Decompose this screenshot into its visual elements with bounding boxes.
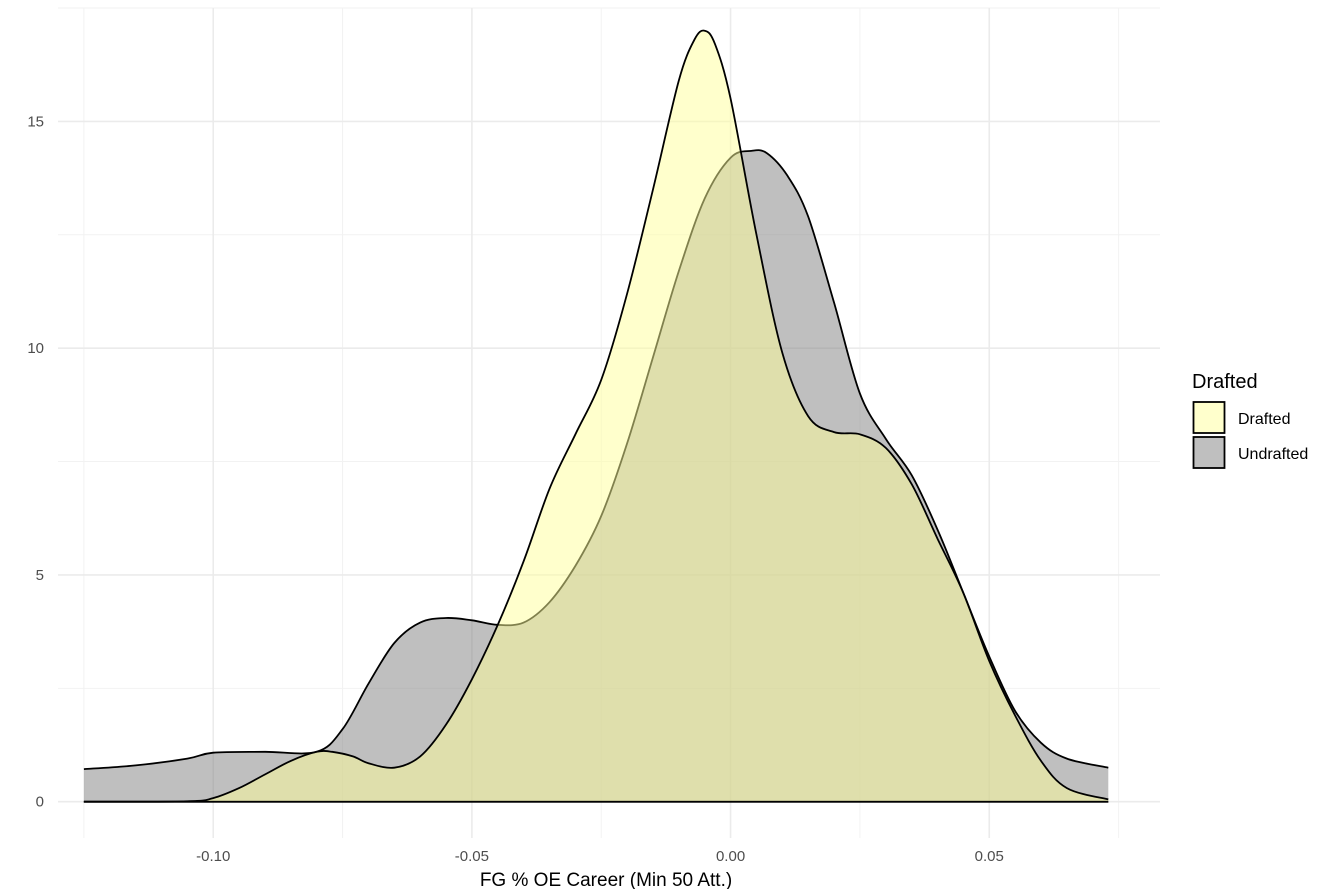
x-tick-label-1: -0.05 bbox=[455, 848, 489, 865]
legend: Drafted Drafted Undrafted bbox=[1192, 371, 1308, 469]
legend-item-drafted: Drafted bbox=[1192, 401, 1290, 434]
legend-key-drafted bbox=[1192, 401, 1226, 434]
y-tick-label-2: 10 bbox=[27, 340, 44, 357]
density-area-drafted bbox=[83, 30, 1109, 802]
legend-item-undrafted: Undrafted bbox=[1192, 436, 1308, 469]
grid-minor bbox=[58, 7, 1160, 838]
legend-key-undrafted bbox=[1192, 436, 1226, 469]
density-line-drafted bbox=[83, 29, 1109, 803]
density-areas bbox=[83, 29, 1109, 803]
x-tick-label-0: -0.10 bbox=[196, 848, 230, 865]
legend-label-drafted: Drafted bbox=[1238, 411, 1290, 428]
x-axis-title: FG % OE Career (Min 50 Att.) bbox=[480, 870, 732, 889]
x-axis-ticks: -0.10 -0.05 0.00 0.05 bbox=[196, 848, 1004, 865]
y-axis-ticks: 0 5 10 15 bbox=[27, 113, 44, 810]
x-tick-label-3: 0.05 bbox=[975, 848, 1004, 865]
legend-title: Drafted bbox=[1192, 371, 1258, 393]
x-tick-label-2: 0.00 bbox=[716, 848, 745, 865]
y-tick-label-0: 0 bbox=[36, 794, 44, 811]
y-tick-label-1: 5 bbox=[36, 567, 44, 584]
y-tick-label-3: 15 bbox=[27, 113, 44, 130]
legend-label-undrafted: Undrafted bbox=[1238, 446, 1308, 463]
